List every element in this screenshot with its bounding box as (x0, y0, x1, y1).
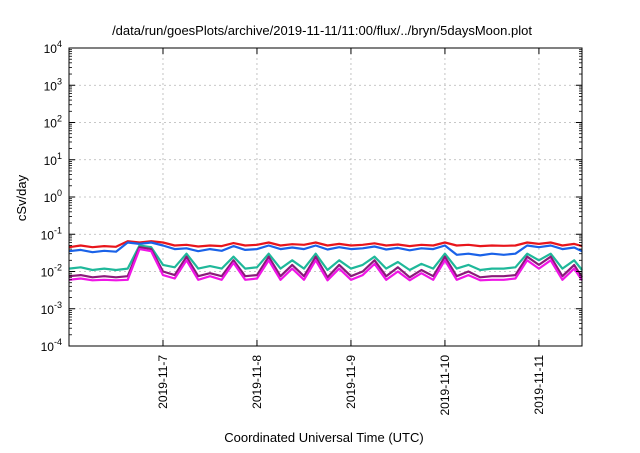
grid (69, 48, 582, 346)
x-tick-label: 2019-11-9 (344, 355, 358, 409)
y-tick-label: 101 (44, 151, 62, 168)
y-tick-label: 102 (44, 114, 62, 131)
series-line-3 (68, 244, 583, 272)
ticks: 10-4 10-3 10-2 10-1 100 101 102 103 104 2019-11-7… (41, 39, 582, 416)
y-tick-label: 103 (44, 76, 62, 93)
y-tick-label: 100 (44, 188, 62, 205)
x-axis-title: Coordinated Universal Time (UTC) (224, 430, 423, 445)
series-line-4 (68, 246, 583, 279)
y-tick-label: 10-1 (41, 225, 62, 242)
x-tick-label: 2019-11-10 (438, 355, 452, 416)
x-tick-label: 2019-11-8 (250, 355, 264, 409)
y-tick-label: 10-4 (41, 337, 62, 354)
y-tick-label: 10-3 (41, 300, 62, 317)
x-tick-label: 2019-11-11 (532, 355, 546, 415)
series-line-2 (68, 241, 583, 257)
x-tick-label: 2019-11-7 (156, 355, 170, 409)
series-line-1 (68, 240, 583, 249)
y-axis-title: cSv/day (14, 174, 29, 221)
y-tick-label: 10-2 (41, 263, 62, 280)
series-layer (68, 240, 583, 282)
y-tick-label: 104 (44, 39, 62, 56)
series-line-5 (68, 248, 583, 282)
chart-title: /data/run/goesPlots/archive/2019-11-11/1… (112, 23, 532, 38)
